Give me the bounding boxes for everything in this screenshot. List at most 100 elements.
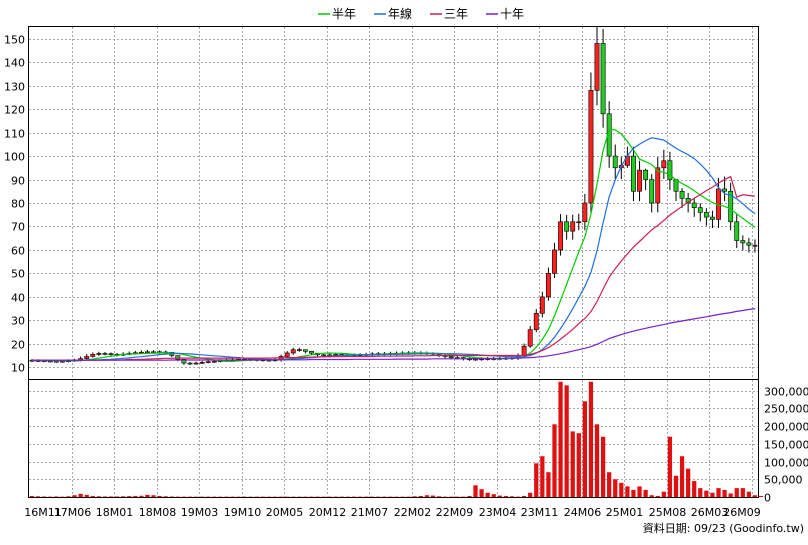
volume-bar-83 bbox=[534, 463, 538, 497]
candle-body-90 bbox=[577, 222, 581, 223]
volume-bar-53 bbox=[352, 497, 356, 498]
volume-bar-100 bbox=[637, 486, 641, 497]
candle-body-48 bbox=[322, 355, 326, 356]
price-tick-label-20: 20 bbox=[11, 339, 25, 352]
volume-bar-110 bbox=[698, 488, 702, 497]
candle-body-42 bbox=[285, 353, 289, 357]
volume-bar-120 bbox=[759, 496, 763, 497]
candle-body-46 bbox=[309, 351, 313, 353]
candle-body-30 bbox=[212, 361, 216, 362]
candle-89 bbox=[571, 215, 575, 240]
candle-body-45 bbox=[303, 350, 307, 352]
volume-bar-60 bbox=[394, 497, 398, 498]
volume-bar-87 bbox=[558, 382, 562, 497]
volume-bar-16 bbox=[127, 496, 131, 497]
candles bbox=[30, 27, 757, 366]
volume-bar-19 bbox=[145, 495, 149, 497]
volume-bar-28 bbox=[200, 497, 204, 498]
volume-bar-29 bbox=[206, 497, 210, 498]
candle-28 bbox=[200, 361, 204, 364]
candle-body-96 bbox=[613, 156, 617, 168]
volume-bar-26 bbox=[188, 497, 192, 498]
price-tick-label-100: 100 bbox=[4, 151, 25, 164]
candle-91 bbox=[583, 194, 587, 230]
candle-body-83 bbox=[534, 313, 538, 329]
volume-bar-56 bbox=[370, 497, 374, 498]
volume-bar-14 bbox=[115, 496, 119, 497]
volume-bar-52 bbox=[346, 497, 350, 498]
candle-body-99 bbox=[631, 156, 635, 191]
legend-label-2: 三年 bbox=[444, 7, 468, 21]
x-tick-label-21M07: 21M07 bbox=[351, 506, 389, 519]
volume-bar-38 bbox=[261, 497, 265, 498]
x-tick-label-24M06: 24M06 bbox=[564, 506, 602, 519]
candle-body-84 bbox=[540, 297, 544, 313]
candle-body-87 bbox=[558, 222, 562, 250]
candle-body-4 bbox=[54, 361, 58, 362]
volume-bar-22 bbox=[164, 496, 168, 497]
volume-bar-101 bbox=[643, 490, 647, 497]
candle-100 bbox=[637, 161, 641, 201]
price-tick-label-110: 110 bbox=[4, 128, 25, 141]
candle-84 bbox=[540, 292, 544, 318]
volume-bar-96 bbox=[613, 479, 617, 497]
candle-body-28 bbox=[200, 362, 204, 363]
volume-bar-74 bbox=[479, 489, 483, 497]
volume-bar-7 bbox=[72, 495, 76, 497]
candle-body-89 bbox=[571, 222, 575, 231]
legend-label-1: 年線 bbox=[388, 6, 412, 21]
volume-bar-41 bbox=[279, 497, 283, 498]
volume-bar-108 bbox=[686, 469, 690, 497]
x-tick-label-20M05: 20M05 bbox=[266, 506, 304, 519]
volume-bar-24 bbox=[176, 497, 180, 498]
candle-body-11 bbox=[97, 353, 101, 354]
volume-bar-78 bbox=[504, 496, 508, 497]
volume-bar-11 bbox=[97, 496, 101, 497]
volume-bar-91 bbox=[583, 401, 587, 497]
volume-bar-84 bbox=[540, 456, 544, 497]
volume-bar-106 bbox=[674, 476, 678, 497]
volume-bar-40 bbox=[273, 497, 277, 498]
volume-bar-25 bbox=[182, 497, 186, 498]
volume-bar-98 bbox=[625, 486, 629, 497]
volume-bar-35 bbox=[243, 497, 247, 498]
volume-bar-119 bbox=[753, 495, 757, 497]
volume-bar-36 bbox=[249, 497, 253, 498]
candle-99 bbox=[631, 147, 635, 201]
price-tick-label-120: 120 bbox=[4, 104, 25, 117]
x-tick-label-22M09: 22M09 bbox=[436, 506, 474, 519]
volume-bar-67 bbox=[437, 496, 441, 497]
volume-bar-79 bbox=[510, 496, 514, 497]
volume-tick-label-300000: 300,000 bbox=[764, 386, 808, 399]
candle-body-117 bbox=[741, 241, 745, 243]
candle-body-13 bbox=[109, 354, 113, 355]
volume-bar-47 bbox=[315, 497, 319, 498]
candle-90 bbox=[577, 214, 581, 230]
price-tick-label-150: 150 bbox=[4, 34, 25, 47]
volume-bar-55 bbox=[364, 497, 368, 498]
volume-panel: 050,000100,000150,000200,000250,000300,0… bbox=[29, 380, 808, 505]
volume-bar-46 bbox=[309, 497, 313, 498]
volume-tick-label-200000: 200,000 bbox=[764, 421, 808, 434]
candle-body-86 bbox=[552, 250, 556, 273]
x-tick-label-18M08: 18M08 bbox=[139, 506, 177, 519]
volume-bar-57 bbox=[376, 497, 380, 498]
volume-bar-109 bbox=[692, 481, 696, 497]
price-tick-label-90: 90 bbox=[11, 175, 25, 188]
price-grid bbox=[29, 27, 758, 379]
candle-body-104 bbox=[662, 161, 666, 168]
candle-44 bbox=[297, 348, 301, 352]
candle-105 bbox=[668, 152, 672, 190]
volume-bar-73 bbox=[473, 485, 477, 497]
volume-bar-65 bbox=[425, 495, 429, 497]
volume-tick-label-150000: 150,000 bbox=[764, 439, 808, 452]
x-tick-label-23M04: 23M04 bbox=[479, 506, 517, 519]
volume-bar-18 bbox=[139, 496, 143, 497]
volume-bar-62 bbox=[407, 497, 411, 498]
volume-bar-13 bbox=[109, 496, 113, 497]
candle-body-114 bbox=[722, 189, 726, 191]
price-tick-label-70: 70 bbox=[11, 221, 25, 234]
legend-label-0: 半年 bbox=[332, 7, 356, 21]
price-tick-label-140: 140 bbox=[4, 57, 25, 70]
candle-87 bbox=[558, 214, 562, 256]
